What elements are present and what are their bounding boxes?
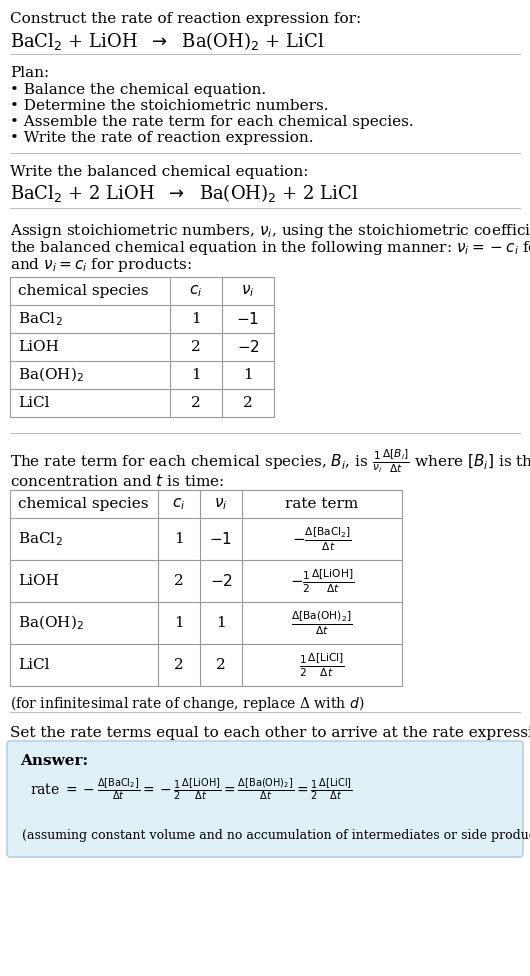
Text: concentration and $t$ is time:: concentration and $t$ is time: [10,473,224,489]
Text: Answer:: Answer: [20,754,88,768]
Text: 2: 2 [174,574,184,588]
Text: $\nu_i$: $\nu_i$ [214,496,228,511]
Text: Construct the rate of reaction expression for:: Construct the rate of reaction expressio… [10,12,361,26]
Text: Set the rate terms equal to each other to arrive at the rate expression:: Set the rate terms equal to each other t… [10,726,530,740]
Text: $\nu_i$: $\nu_i$ [241,283,255,299]
FancyBboxPatch shape [7,741,523,857]
Text: • Write the rate of reaction expression.: • Write the rate of reaction expression. [10,131,314,145]
Text: LiOH: LiOH [18,340,59,354]
Text: 1: 1 [174,532,184,546]
Bar [10,277,274,417]
Text: chemical species: chemical species [18,284,148,298]
Text: $c_i$: $c_i$ [189,283,202,299]
Text: Plan:: Plan: [10,66,49,80]
Text: LiOH: LiOH [18,574,59,588]
Text: LiCl: LiCl [18,658,49,672]
Text: $\frac{\Delta[\mathrm{Ba(OH)_2}]}{\Delta t}$: $\frac{\Delta[\mathrm{Ba(OH)_2}]}{\Delta… [292,609,353,636]
Bar [10,490,402,686]
Text: rate term: rate term [285,497,359,511]
Text: BaCl$_2$ + 2 LiOH  $\rightarrow$  Ba(OH)$_2$ + 2 LiCl: BaCl$_2$ + 2 LiOH $\rightarrow$ Ba(OH)$_… [10,182,359,204]
Text: and $\nu_i = c_i$ for products:: and $\nu_i = c_i$ for products: [10,256,192,274]
Text: $c_i$: $c_i$ [172,496,185,511]
Text: LiCl: LiCl [18,396,49,410]
Text: 2: 2 [216,658,226,672]
Text: • Balance the chemical equation.: • Balance the chemical equation. [10,83,266,97]
Text: $-2$: $-2$ [209,573,233,589]
Text: $-1$: $-1$ [236,311,260,327]
Text: Ba(OH)$_2$: Ba(OH)$_2$ [18,614,84,632]
Text: • Assemble the rate term for each chemical species.: • Assemble the rate term for each chemic… [10,115,413,129]
Text: 2: 2 [174,658,184,672]
Text: $\frac{1}{2}\frac{\Delta[\mathrm{LiCl}]}{\Delta t}$: $\frac{1}{2}\frac{\Delta[\mathrm{LiCl}]}… [299,651,345,679]
Text: BaCl$_2$: BaCl$_2$ [18,310,63,328]
Text: the balanced chemical equation in the following manner: $\nu_i = -c_i$ for react: the balanced chemical equation in the fo… [10,239,530,257]
Text: chemical species: chemical species [18,497,148,511]
Text: $-\frac{\Delta[\mathrm{BaCl_2}]}{\Delta t}$: $-\frac{\Delta[\mathrm{BaCl_2}]}{\Delta … [292,525,352,552]
Text: BaCl$_2$ + LiOH  $\rightarrow$  Ba(OH)$_2$ + LiCl: BaCl$_2$ + LiOH $\rightarrow$ Ba(OH)$_2$… [10,30,324,52]
Text: $-1$: $-1$ [209,531,233,547]
Text: rate $= -\frac{\Delta[\mathrm{BaCl_2}]}{\Delta t} = -\frac{1}{2}\frac{\Delta[\ma: rate $= -\frac{\Delta[\mathrm{BaCl_2}]}{… [30,776,352,801]
Text: 1: 1 [191,368,201,382]
Text: The rate term for each chemical species, $B_i$, is $\frac{1}{\nu_i}\frac{\Delta[: The rate term for each chemical species,… [10,447,530,474]
Text: • Determine the stoichiometric numbers.: • Determine the stoichiometric numbers. [10,99,329,113]
Text: 1: 1 [174,616,184,630]
Text: 1: 1 [243,368,253,382]
Text: $-2$: $-2$ [236,339,260,355]
Text: $-\frac{1}{2}\frac{\Delta[\mathrm{LiOH}]}{\Delta t}$: $-\frac{1}{2}\frac{\Delta[\mathrm{LiOH}]… [290,567,354,594]
Text: (assuming constant volume and no accumulation of intermediates or side products): (assuming constant volume and no accumul… [22,829,530,842]
Text: 1: 1 [216,616,226,630]
Text: 2: 2 [191,396,201,410]
Text: 2: 2 [243,396,253,410]
Text: Write the balanced chemical equation:: Write the balanced chemical equation: [10,165,308,179]
Text: Assign stoichiometric numbers, $\nu_i$, using the stoichiometric coefficients, $: Assign stoichiometric numbers, $\nu_i$, … [10,222,530,240]
Text: 1: 1 [191,312,201,326]
Text: 2: 2 [191,340,201,354]
Text: (for infinitesimal rate of change, replace Δ with $d$): (for infinitesimal rate of change, repla… [10,694,364,713]
Text: BaCl$_2$: BaCl$_2$ [18,530,63,548]
Text: Ba(OH)$_2$: Ba(OH)$_2$ [18,366,84,385]
